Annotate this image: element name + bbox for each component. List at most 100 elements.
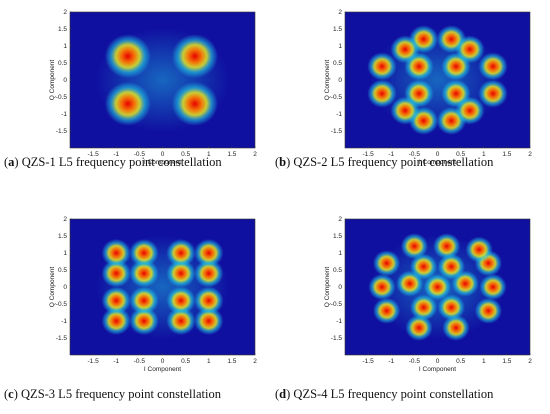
y-tick-label: 1 — [63, 43, 67, 50]
y-tick-label: 0 — [63, 284, 67, 291]
constellation-cluster — [166, 259, 196, 288]
constellation-cluster — [390, 35, 420, 64]
y-tick-label: 0 — [338, 77, 342, 84]
x-tick-label: 0 — [161, 151, 165, 158]
constellation-cluster — [455, 96, 485, 125]
y-tick-label: -1.5 — [331, 128, 343, 135]
x-axis-label: I Component — [144, 366, 181, 373]
x-tick-label: 1.5 — [502, 151, 511, 158]
y-tick-label: 1.5 — [333, 233, 342, 240]
constellation-cluster — [372, 297, 401, 324]
constellation-cluster — [390, 96, 420, 125]
constellation-cluster — [442, 314, 470, 341]
x-tick-label: 0.5 — [181, 358, 190, 365]
x-tick-label: 0 — [436, 151, 440, 158]
y-tick-label: 0 — [338, 284, 342, 291]
constellation-cluster — [104, 34, 151, 79]
y-tick-label: 1 — [338, 43, 342, 50]
constellation-cluster — [101, 239, 131, 267]
constellation-cluster — [367, 52, 397, 81]
constellation-cluster — [437, 253, 466, 280]
x-tick-label: -1.5 — [363, 358, 375, 365]
constellation-cluster — [409, 253, 438, 280]
constellation-cluster — [101, 307, 131, 335]
y-tick-label: 1 — [63, 250, 67, 257]
caption-b: (b) QZS-2 L5 frequency point constellati… — [275, 155, 494, 169]
y-tick-label: 2 — [338, 216, 342, 223]
panel-c: -1.5 -1 -0.5 0 0.5 1 1.5 2 -1.5 -1 -0.5 0 0.5 1 1.5 2 I … — [0, 207, 275, 401]
y-tick-label: -1 — [336, 318, 342, 325]
y-tick-label: -0.5 — [56, 301, 68, 308]
y-tick-label: 2 — [338, 9, 342, 16]
x-axis-label: I Component — [144, 159, 181, 166]
y-tick-label: 0.5 — [58, 267, 67, 274]
constellation-plot-b: -1.5 -1 -0.5 0 0.5 1 1.5 2 -1.5 -1 -0.5 0 0.5 1 1.5 2 I … — [324, 9, 532, 166]
constellation-cluster — [166, 239, 196, 267]
x-tick-label: -0.5 — [134, 151, 146, 158]
constellation-cluster — [194, 307, 224, 335]
x-tick-label: 2 — [528, 151, 532, 158]
constellation-cluster — [194, 259, 224, 288]
y-tick-label: -1 — [61, 318, 67, 325]
x-tick-label: -1 — [113, 151, 119, 158]
y-tick-label: 0.5 — [333, 267, 342, 274]
x-tick-label: -1 — [113, 358, 119, 365]
y-tick-label: 1.5 — [333, 26, 342, 33]
constellation-cluster — [368, 274, 396, 300]
caption-a: (a) QZS-1 L5 frequency point constellati… — [4, 155, 222, 169]
constellation-cluster — [129, 307, 159, 335]
y-tick-label: 2 — [63, 216, 67, 223]
x-tick-label: -1.5 — [88, 358, 100, 365]
y-tick-label: -1.5 — [56, 128, 68, 135]
y-tick-label: 1.5 — [58, 26, 67, 33]
constellation-cluster — [166, 286, 196, 315]
constellation-cluster — [423, 274, 452, 300]
x-tick-label: -1.5 — [363, 151, 375, 158]
x-tick-label: 0.5 — [456, 358, 465, 365]
constellation-cluster — [194, 239, 224, 267]
constellation-cluster — [409, 294, 438, 321]
constellation-plot-a: -1.5 -1 -0.5 0 0.5 1 1.5 2 -1.5 -1 -0.5 0 0.5 1 1.5 2 I … — [49, 9, 257, 166]
y-axis-label: Q Component — [324, 60, 331, 101]
constellation-cluster — [405, 314, 433, 341]
y-tick-label: -1.5 — [56, 335, 68, 342]
x-tick-label: 0 — [436, 358, 440, 365]
constellation-cluster — [101, 286, 131, 315]
x-tick-label: 1.5 — [227, 151, 236, 158]
x-tick-label: 2 — [253, 358, 257, 365]
constellation-cluster — [478, 52, 508, 81]
x-tick-label: -1.5 — [88, 151, 100, 158]
caption-c: (c) QZS-3 L5 frequency point constellati… — [4, 387, 221, 401]
y-tick-label: -1 — [336, 111, 342, 118]
y-tick-label: -1 — [61, 111, 67, 118]
panel-d: -1.5 -1 -0.5 0 0.5 1 1.5 2 -1.5 -1 -0.5 0 0.5 1 1.5 2 I … — [275, 207, 550, 401]
constellation-cluster — [166, 307, 196, 335]
constellation-cluster — [101, 259, 131, 288]
constellation-cluster — [433, 233, 461, 260]
caption-d: (d) QZS-4 L5 frequency point constellati… — [275, 387, 494, 401]
x-tick-label: 1 — [207, 358, 211, 365]
y-axis-label: Q Component — [49, 267, 56, 308]
x-tick-label: -0.5 — [134, 358, 146, 365]
constellation-cluster — [367, 79, 397, 108]
constellation-cluster — [372, 250, 401, 277]
constellation-cluster — [478, 79, 508, 108]
y-tick-label: 0 — [63, 77, 67, 84]
y-tick-label: -0.5 — [331, 94, 343, 101]
x-tick-label: 1.5 — [227, 358, 236, 365]
y-tick-label: -0.5 — [331, 301, 343, 308]
panel-a: -1.5 -1 -0.5 0 0.5 1 1.5 2 -1.5 -1 -0.5 0 0.5 1 1.5 2 I … — [0, 0, 275, 180]
constellation-cluster — [129, 239, 159, 267]
y-tick-label: -1.5 — [331, 335, 343, 342]
x-tick-label: 2 — [528, 358, 532, 365]
x-tick-label: 1 — [207, 151, 211, 158]
x-tick-label: 0 — [161, 358, 165, 365]
y-tick-label: -0.5 — [56, 94, 68, 101]
x-tick-label: 1.5 — [502, 358, 511, 365]
x-tick-label: -0.5 — [409, 358, 421, 365]
constellation-cluster — [104, 81, 151, 126]
constellation-cluster — [437, 294, 466, 321]
x-axis-label: I Component — [419, 366, 456, 373]
constellation-cluster — [194, 286, 224, 315]
y-axis-label: Q Component — [324, 267, 331, 308]
